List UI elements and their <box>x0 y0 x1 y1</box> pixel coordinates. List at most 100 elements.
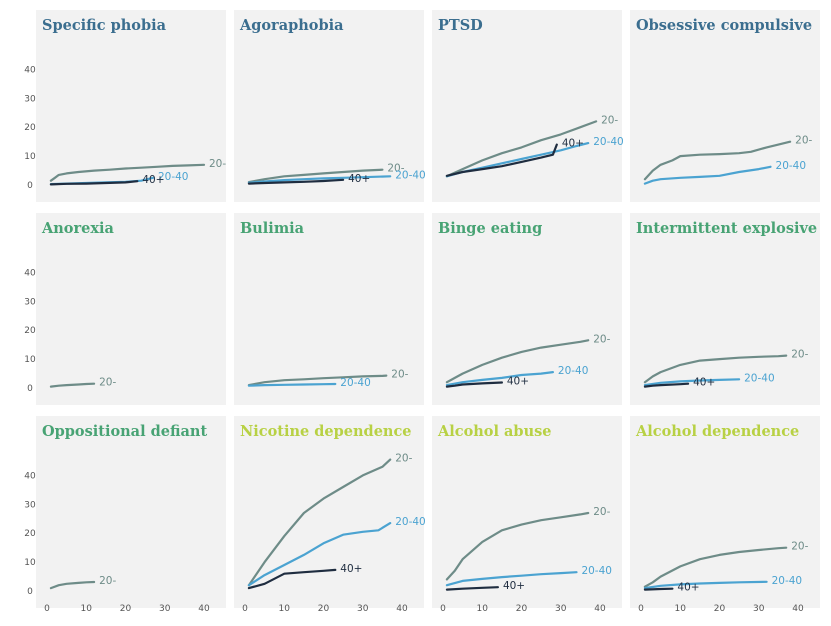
panel-title: Alcohol abuse <box>437 423 552 440</box>
x-tick-label: 40 <box>792 604 804 614</box>
y-tick-label: 30 <box>24 94 36 104</box>
series-line-40+ <box>445 143 558 177</box>
series-label: 20-40 <box>158 171 189 183</box>
series-label: 20- <box>601 114 618 126</box>
x-tick-label: 40 <box>594 604 606 614</box>
panel-background <box>36 10 226 202</box>
series-line-40+ <box>247 178 345 185</box>
series-label: 20- <box>791 541 808 553</box>
panel-background <box>234 10 424 202</box>
series-line-20- <box>445 511 590 581</box>
panel-5: Bulimia 20- 20-40 <box>234 213 424 405</box>
x-tick-label: 0 <box>638 604 644 614</box>
x-tick-label: 10 <box>279 604 291 614</box>
series-label: 40+ <box>562 138 584 150</box>
panel-11: Alcohol dependence 0 10 20 30 40 20- 20-40 40+ <box>630 416 820 614</box>
series-line-20- <box>49 382 96 388</box>
series-label: 20-40 <box>558 365 589 377</box>
y-tick-label: 0 <box>27 384 33 394</box>
series-label: 20-40 <box>772 575 803 587</box>
x-tick-label: 0 <box>44 604 50 614</box>
panel-title: Agoraphobia <box>239 17 344 34</box>
series-line-40+ <box>445 381 503 388</box>
y-tick-label: 0 <box>27 587 33 597</box>
x-tick-label: 20 <box>516 604 528 614</box>
panel-title: Alcohol dependence <box>635 423 799 440</box>
y-tick-label: 0 <box>27 181 33 191</box>
y-tick-label: 30 <box>24 500 36 510</box>
panel-4: Anorexia 0 10 20 30 40 20- <box>24 213 226 405</box>
series-label: 20- <box>387 163 404 175</box>
panel-background <box>36 416 226 608</box>
panel-10: Alcohol abuse 0 10 20 30 40 20- 20-40 40+ <box>432 416 622 614</box>
series-line-40+ <box>49 180 139 186</box>
series-label: 40+ <box>348 173 370 185</box>
series-label: 20- <box>99 575 116 587</box>
series-label: 40+ <box>507 376 529 388</box>
series-line-20-40 <box>643 580 768 590</box>
series-line-20-40 <box>247 521 392 587</box>
x-tick-label: 0 <box>440 604 446 614</box>
series-label: 20- <box>593 506 610 518</box>
series-line-20- <box>247 374 388 387</box>
series-line-20-40 <box>643 378 741 387</box>
series-label: 20- <box>395 453 412 465</box>
panel-title: Anorexia <box>41 220 114 237</box>
series-label: 20-40 <box>581 565 612 577</box>
panel-background <box>630 10 820 202</box>
series-line-40+ <box>643 382 690 388</box>
y-tick-label: 40 <box>24 471 36 481</box>
series-label: 40+ <box>677 582 699 594</box>
panel-1: Agoraphobia 20-20-40 40+ <box>234 10 426 202</box>
y-tick-label: 10 <box>24 152 36 162</box>
panel-background <box>36 213 226 405</box>
series-label: 20-40 <box>593 136 624 148</box>
series-line-20-40 <box>247 175 392 184</box>
series-label: 20- <box>391 369 408 381</box>
panel-2: PTSD 20- 20-40 40+ <box>432 10 624 202</box>
x-tick-label: 20 <box>714 604 726 614</box>
panel-7: Intermittent explosive 20- 20-40 40+ <box>630 213 820 405</box>
y-tick-label: 40 <box>24 268 36 278</box>
series-label: 40+ <box>503 580 525 592</box>
panel-title: Nicotine dependence <box>240 423 412 440</box>
y-tick-label: 30 <box>24 297 36 307</box>
x-tick-label: 0 <box>242 604 248 614</box>
x-tick-label: 10 <box>477 604 489 614</box>
series-label: 20- <box>795 135 812 147</box>
series-line-20-40 <box>643 165 772 185</box>
series-line-20- <box>49 163 206 182</box>
series-label: 20- <box>99 377 116 389</box>
series-label: 20-40 <box>776 160 807 172</box>
series-line-40+ <box>247 568 337 590</box>
series-label: 20-40 <box>744 372 775 384</box>
panel-title: PTSD <box>438 17 483 34</box>
x-tick-label: 20 <box>318 604 330 614</box>
panel-title: Intermittent explosive <box>636 220 817 237</box>
panel-6: Binge eating 20- 20-40 40+ <box>432 213 622 405</box>
series-line-20- <box>247 168 384 184</box>
panel-title: Bulimia <box>240 220 305 237</box>
x-tick-label: 30 <box>753 604 765 614</box>
panel-background <box>630 213 820 405</box>
series-label: 20- <box>209 158 226 170</box>
series-label: 20- <box>791 349 808 361</box>
panel-background <box>234 213 424 405</box>
x-tick-label: 30 <box>357 604 369 614</box>
series-line-20-40 <box>247 382 337 387</box>
y-tick-label: 10 <box>24 355 36 365</box>
panel-title: Specific phobia <box>42 17 167 34</box>
series-line-20- <box>49 580 96 590</box>
series-label: 20-40 <box>395 516 426 528</box>
panel-title: Oppositional defiant <box>42 423 207 440</box>
panel-3: Obsessive compulsive 20- 20-40 <box>630 10 820 202</box>
panel-title: Binge eating <box>438 220 542 237</box>
x-tick-label: 40 <box>396 604 408 614</box>
series-line-20- <box>445 120 598 178</box>
x-tick-label: 30 <box>159 604 171 614</box>
panel-background <box>432 10 622 202</box>
x-tick-label: 30 <box>555 604 567 614</box>
series-line-20- <box>247 458 392 587</box>
